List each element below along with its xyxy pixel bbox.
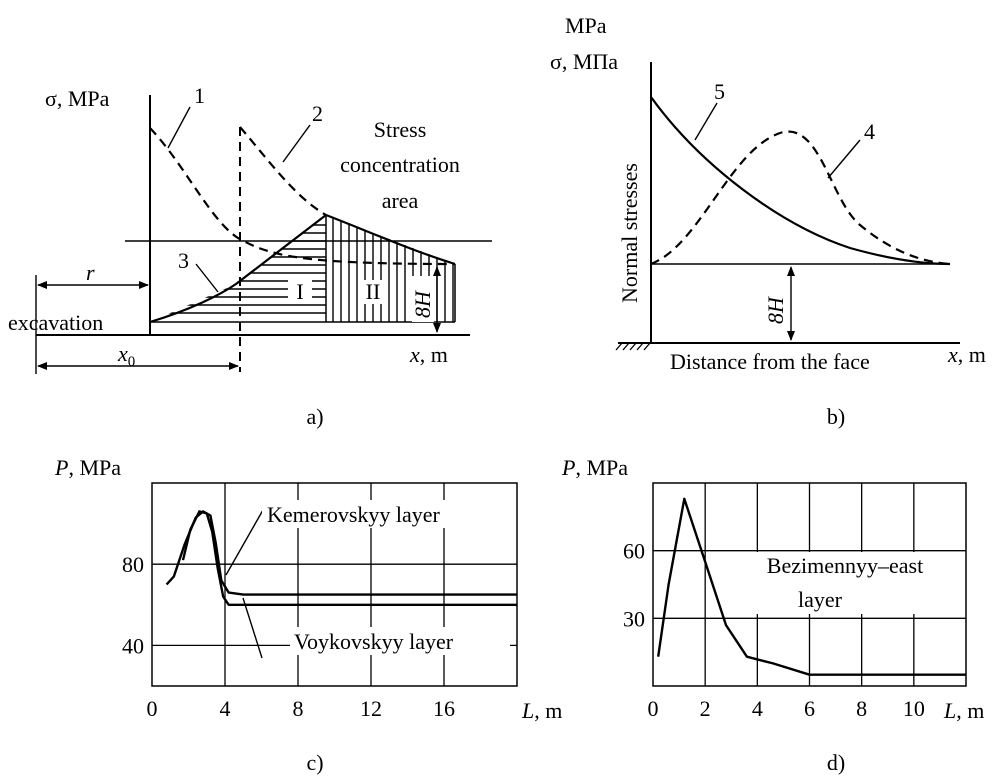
curve-4 xyxy=(650,130,951,266)
d-xtick-label: 2 xyxy=(700,696,711,721)
panel-d: 0 2 4 6 8 10 30 60 Bezimennyy–east layer P, MPa… xyxy=(561,455,984,775)
curve-1 xyxy=(149,127,456,266)
a-stress-line-1: Stress xyxy=(374,117,427,142)
a-8H-label: 8H xyxy=(410,290,435,318)
leader-1 xyxy=(167,106,191,149)
a-curve-label-2: 2 xyxy=(312,101,323,126)
curve-5 xyxy=(650,96,951,266)
c-series-line-1 xyxy=(181,510,517,606)
d-xtick-label: 0 xyxy=(648,696,659,721)
b-curve-label-4: 4 xyxy=(864,119,875,144)
c-tick-labels: 0 4 8 12 16 40 80 xyxy=(122,552,455,721)
c-label-kemerovskyy: Kemerovskyy layer xyxy=(267,502,441,527)
b-caption: b) xyxy=(827,404,845,429)
a-xlabel: x, m xyxy=(409,342,448,367)
b-unit-top: MPa xyxy=(565,13,607,38)
leader-2 xyxy=(282,124,311,163)
d-xlabel: L, m xyxy=(943,698,984,723)
b-yaxis-title: Normal stresses xyxy=(617,163,642,303)
zone-II-label: II xyxy=(366,279,381,304)
a-curve-label-1: 1 xyxy=(194,83,205,108)
c-leader-kemerovskyy xyxy=(225,509,264,576)
c-ytick-label: 40 xyxy=(122,633,144,658)
d-caption: d) xyxy=(827,750,845,775)
b-xaxis-title: Distance from the face xyxy=(670,349,870,374)
c-xtick-label: 12 xyxy=(360,696,382,721)
a-label-x0: x0 xyxy=(117,341,135,370)
d-xtick-label: 8 xyxy=(856,696,867,721)
d-label-bg xyxy=(738,552,953,614)
panel-c: 0 4 8 12 16 40 80 Kemerovskyy layer Voykovskyy… xyxy=(54,455,562,775)
b-8H-label: 8H xyxy=(763,296,788,324)
b-curve-label-5: 5 xyxy=(714,79,725,104)
d-tick-labels: 0 2 4 6 8 10 30 60 xyxy=(623,539,925,721)
d-series xyxy=(657,497,966,676)
a-curve-label-3: 3 xyxy=(178,248,189,273)
leader-3 xyxy=(195,263,219,293)
c-xtick-label: 0 xyxy=(147,696,158,721)
d-series-line-0 xyxy=(657,497,966,676)
c-series-line-0 xyxy=(165,510,517,596)
c-leader-voykovskyy xyxy=(242,597,263,659)
c-label-voykovskyy: Voykovskyy layer xyxy=(294,629,454,654)
c-xtick-label: 4 xyxy=(220,696,231,721)
a-stress-line-3: area xyxy=(382,188,419,213)
curve-3 xyxy=(149,213,456,324)
a-ylabel: σ, MPa xyxy=(45,86,110,111)
d-ylabel: P, MPa xyxy=(561,455,628,480)
c-xtick-label: 16 xyxy=(433,696,455,721)
c-xlabel: L, m xyxy=(521,698,562,723)
d-xtick-label: 10 xyxy=(903,696,925,721)
c-plot-frame xyxy=(151,482,518,687)
c-label-bg-2 xyxy=(290,627,510,655)
b-ground-hatch xyxy=(615,342,651,351)
a-stress-line-2: concentration xyxy=(340,152,460,177)
panel-a: σ, MPa 1 2 3 Stress concentration area I… xyxy=(8,83,492,429)
a-label-r: r xyxy=(86,260,95,285)
panel-b: MPa σ, MПа Normal stresses 5 4 8H Distan… xyxy=(550,13,986,429)
c-label-bg-1 xyxy=(262,500,510,528)
c-ytick-label: 80 xyxy=(122,552,144,577)
d-xtick-label: 6 xyxy=(804,696,815,721)
c-xtick-label: 8 xyxy=(293,696,304,721)
zone-II-label-bg xyxy=(358,280,388,304)
b-leader-5 xyxy=(694,102,718,141)
d-xtick-label: 4 xyxy=(752,696,763,721)
a-caption: a) xyxy=(306,404,323,429)
c-caption: c) xyxy=(306,750,323,775)
zone-I-label: I xyxy=(296,279,303,304)
c-series xyxy=(165,510,517,606)
b-leader-4 xyxy=(827,139,861,179)
curve-2 xyxy=(239,126,327,216)
b-xlabel: x, m xyxy=(947,342,986,367)
a-8H-label-bg xyxy=(412,276,434,322)
a-label-excavation: excavation xyxy=(8,310,103,335)
d-label-line-1: Bezimennyy–east xyxy=(767,553,923,578)
c-ylabel: P, MPa xyxy=(54,455,121,480)
d-ytick-label: 30 xyxy=(623,606,645,631)
d-ytick-label: 60 xyxy=(623,539,645,564)
d-label-line-2: layer xyxy=(798,587,843,612)
b-ylabel: σ, MПа xyxy=(550,49,618,74)
zone-I-label-bg xyxy=(288,280,312,304)
